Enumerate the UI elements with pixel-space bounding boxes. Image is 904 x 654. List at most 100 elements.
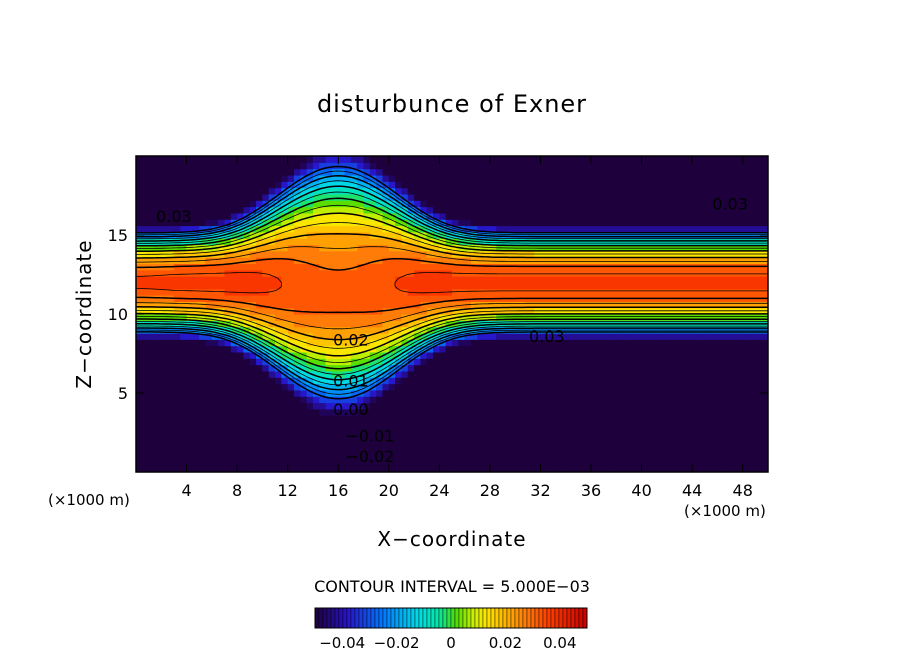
contour-fill-cell (344, 383, 352, 391)
contour-fill-cell (635, 364, 643, 372)
contour-fill-cell (755, 351, 763, 359)
contour-fill-cell (534, 377, 542, 385)
contour-fill-cell (515, 396, 523, 404)
contour-fill-cell (199, 332, 207, 340)
contour-fill-cell (603, 415, 611, 423)
contour-fill-cell (559, 288, 567, 296)
contour-fill-cell (142, 231, 150, 239)
contour-fill-cell (616, 408, 624, 416)
contour-fill-cell (458, 427, 466, 435)
contour-fill-cell (489, 269, 497, 277)
contour-fill-cell (161, 364, 169, 372)
contour-fill-cell (224, 231, 232, 239)
contour-fill-cell (717, 219, 725, 227)
contour-fill-cell (287, 263, 295, 271)
contour-fill-cell (673, 206, 681, 214)
contour-fill-cell (635, 402, 643, 410)
contour-fill-cell (458, 345, 466, 353)
contour-fill-cell (692, 351, 700, 359)
contour-fill-cell (527, 168, 535, 176)
contour-fill-cell (192, 200, 200, 208)
contour-fill-cell (249, 174, 257, 182)
contour-fill-cell (401, 370, 409, 378)
contour-fill-cell (148, 415, 156, 423)
contour-fill-cell (470, 440, 478, 448)
contour-fill-cell (395, 446, 403, 454)
contour-fill-cell (723, 231, 731, 239)
contour-fill-cell (414, 263, 421, 271)
contour-fill-cell (704, 168, 712, 176)
contour-fill-cell (256, 370, 263, 378)
contour-fill-cell (439, 250, 447, 258)
contour-fill-cell (464, 206, 472, 214)
contour-fill-cell (654, 345, 662, 353)
contour-fill-cell (742, 421, 750, 429)
contour-fill-cell (730, 427, 737, 435)
contour-fill-cell (312, 314, 320, 321)
contour-fill-cell (230, 181, 238, 189)
contour-fill-cell (426, 301, 434, 309)
contour-fill-cell (142, 219, 150, 227)
contour-fill-cell (717, 465, 725, 472)
contour-fill-cell (477, 320, 485, 328)
contour-fill-cell (382, 257, 390, 265)
contour-fill-cell (369, 446, 377, 454)
contour-fill-cell (180, 465, 188, 472)
contour-fill-cell (761, 200, 768, 208)
contour-fill-cell (679, 212, 687, 220)
contour-fill-cell (224, 238, 232, 246)
contour-fill-cell (224, 402, 232, 410)
contour-fill-cell (325, 307, 333, 315)
contour-fill-cell (717, 364, 725, 372)
contour-fill-cell (407, 162, 415, 170)
contour-fill-cell (597, 465, 605, 472)
contour-fill-cell (357, 320, 365, 328)
contour-fill-cell (654, 301, 662, 309)
contour-fill-cell (597, 231, 605, 239)
contour-fill-cell (249, 263, 257, 271)
contour-fill-cell (761, 421, 768, 429)
contour-fill-cell (237, 465, 245, 472)
contour-fill-cell (559, 301, 567, 309)
contour-fill-cell (521, 377, 529, 385)
contour-fill-cell (755, 434, 763, 441)
contour-fill-cell (616, 181, 624, 189)
contour-fill-cell (154, 257, 162, 265)
contour-fill-cell (521, 389, 529, 397)
contour-fill-cell (489, 200, 497, 208)
contour-fill-cell (445, 231, 453, 239)
contour-fill-cell (395, 193, 403, 201)
contour-fill-cell (496, 174, 504, 182)
contour-fill-cell (224, 389, 232, 397)
contour-fill-cell (205, 402, 213, 410)
contour-fill-cell (173, 219, 181, 227)
contour-fill-cell (300, 408, 308, 416)
contour-fill-cell (414, 345, 421, 353)
contour-fill-cell (312, 351, 320, 359)
contour-fill-cell (281, 212, 289, 220)
contour-fill-cell (395, 370, 403, 378)
contour-fill-cell (420, 427, 428, 435)
contour-fill-cell (508, 351, 516, 359)
contour-fill-cell (603, 269, 611, 277)
contour-fill-cell (294, 326, 301, 334)
contour-fill-cell (344, 238, 352, 246)
contour-fill-cell (692, 231, 700, 239)
contour-fill-cell (388, 162, 396, 170)
contour-fill-cell (306, 181, 314, 189)
contour-fill-cell (300, 187, 308, 195)
contour-fill-cell (256, 345, 263, 353)
contour-fill-cell (211, 351, 219, 359)
contour-fill-cell (369, 434, 377, 441)
contour-fill-cell (205, 257, 213, 265)
contour-fill-cell (192, 181, 200, 189)
contour-fill-cell (458, 389, 466, 397)
contour-fill-cell (622, 440, 630, 448)
contour-fill-cell (237, 440, 245, 448)
contour-fill-cell (698, 168, 706, 176)
contour-fill-cell (136, 339, 143, 347)
contour-fill-cell (382, 332, 390, 340)
contour-fill-cell (616, 200, 624, 208)
contour-fill-cell (452, 276, 459, 283)
contour-fill-cell (306, 162, 314, 170)
